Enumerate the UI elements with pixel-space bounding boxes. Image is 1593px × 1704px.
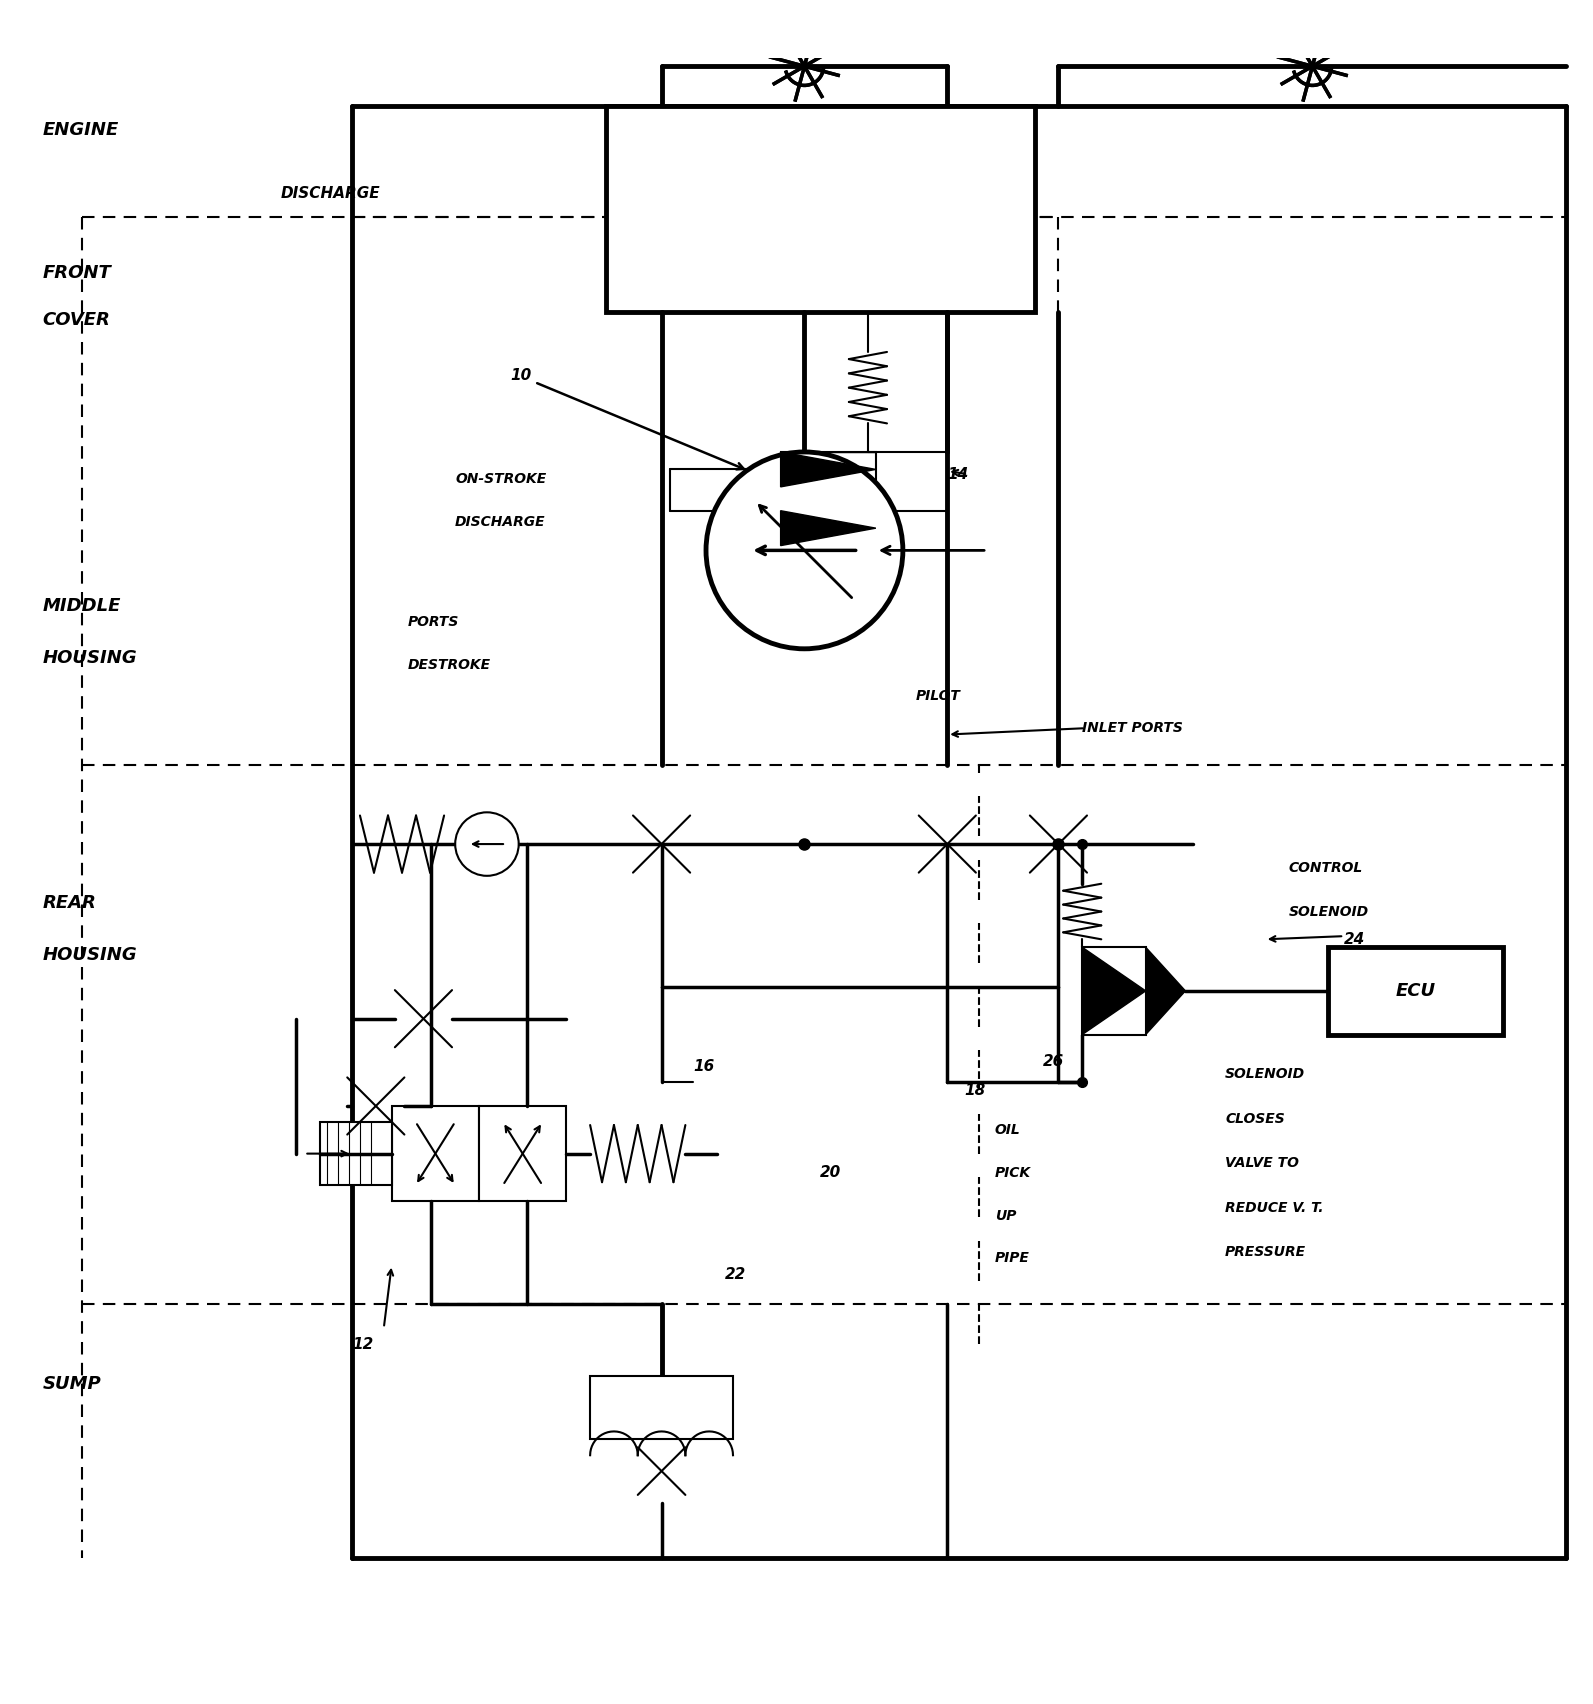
Text: HOUSING: HOUSING — [43, 649, 137, 668]
Text: REAR: REAR — [43, 895, 96, 912]
Polygon shape — [1145, 947, 1185, 1034]
Text: SOLENOID: SOLENOID — [1289, 905, 1368, 920]
Circle shape — [706, 452, 903, 649]
Text: PIPE: PIPE — [996, 1251, 1029, 1266]
Text: PICK: PICK — [996, 1166, 1031, 1179]
Text: CONTROL: CONTROL — [1289, 861, 1364, 874]
Circle shape — [456, 813, 519, 876]
Text: SOLENOID: SOLENOID — [1225, 1067, 1305, 1082]
Text: DISCHARGE: DISCHARGE — [456, 515, 546, 528]
Bar — [479, 1106, 567, 1201]
Text: FRONT: FRONT — [43, 264, 112, 281]
Bar — [1329, 947, 1502, 1034]
Bar — [320, 1121, 392, 1186]
Text: INLET PORTS: INLET PORTS — [1082, 721, 1184, 734]
Bar — [605, 106, 1034, 312]
Text: OIL: OIL — [996, 1123, 1021, 1137]
Text: MIDDLE: MIDDLE — [43, 596, 121, 615]
Bar — [781, 452, 876, 487]
Text: HOUSING: HOUSING — [43, 946, 137, 964]
Text: DESTROKE: DESTROKE — [408, 658, 491, 671]
Text: ECU: ECU — [1395, 982, 1435, 1000]
Text: ENGINE: ENGINE — [43, 121, 119, 138]
Text: PORTS: PORTS — [408, 615, 459, 629]
Polygon shape — [781, 452, 876, 487]
Text: VALVE TO: VALVE TO — [1225, 1155, 1298, 1171]
Text: 26: 26 — [1042, 1055, 1064, 1068]
Text: SUMP: SUMP — [43, 1375, 102, 1392]
Text: 20: 20 — [820, 1166, 841, 1181]
Text: PILOT: PILOT — [916, 690, 961, 704]
Text: 16: 16 — [693, 1058, 715, 1074]
Bar — [392, 1106, 479, 1201]
Bar — [589, 1375, 733, 1440]
Text: REDUCE V. T.: REDUCE V. T. — [1225, 1201, 1324, 1215]
Text: ON-STROKE: ON-STROKE — [456, 472, 546, 486]
Text: 10: 10 — [511, 368, 532, 383]
Text: PRESSURE: PRESSURE — [1225, 1246, 1306, 1259]
Text: 14: 14 — [948, 467, 969, 482]
Text: 24: 24 — [1344, 932, 1365, 947]
Bar — [1082, 947, 1145, 1034]
Bar — [781, 511, 876, 545]
Text: COVER: COVER — [43, 312, 110, 329]
Text: CLOSES: CLOSES — [1225, 1111, 1286, 1126]
Text: 22: 22 — [725, 1266, 746, 1281]
Polygon shape — [1082, 947, 1145, 1034]
Text: 12: 12 — [352, 1336, 373, 1351]
Text: 18: 18 — [965, 1082, 986, 1097]
Polygon shape — [781, 511, 876, 545]
Text: UP: UP — [996, 1208, 1016, 1222]
Text: DISCHARGE: DISCHARGE — [280, 186, 381, 201]
